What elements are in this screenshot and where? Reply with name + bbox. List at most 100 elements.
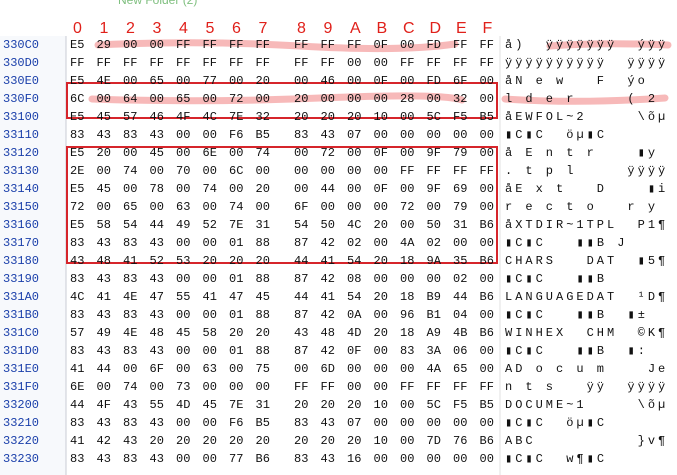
hex-byte: 00 — [479, 146, 494, 160]
hex-byte: 43 — [149, 236, 164, 250]
hex-byte: 0F — [373, 74, 388, 88]
hex-byte: B6 — [255, 452, 270, 466]
hex-byte: 9F — [426, 146, 441, 160]
hex-byte: E5 — [70, 74, 85, 88]
hex-byte: 00 — [202, 380, 217, 394]
hex-byte: 02 — [453, 272, 468, 286]
hex-byte: FF — [400, 380, 415, 394]
hex-byte: B1 — [426, 308, 441, 322]
hex-byte: 00 — [479, 236, 494, 250]
hex-byte: 31 — [255, 218, 270, 232]
hex-byte: FF — [426, 164, 441, 178]
hex-byte: 00 — [229, 74, 244, 88]
hex-byte: 00 — [373, 236, 388, 250]
hex-byte: 00 — [229, 362, 244, 376]
hex-byte: 53 — [176, 254, 191, 268]
hex-byte: B5 — [255, 128, 270, 142]
hex-byte: 20 — [255, 254, 270, 268]
column-header: F — [482, 20, 493, 37]
hex-byte: 00 — [176, 74, 191, 88]
hex-byte: 44 — [294, 290, 309, 304]
hex-byte: 4C — [347, 218, 362, 232]
hex-byte: 83 — [400, 344, 415, 358]
ascii-text: ▮C▮C ▮▮B J — [505, 236, 628, 250]
hex-byte: 00 — [229, 146, 244, 160]
hex-byte: B6 — [479, 434, 494, 448]
hex-byte: FF — [320, 380, 335, 394]
hex-byte: 18 — [400, 290, 415, 304]
hex-byte: 76 — [453, 434, 468, 448]
hex-byte: FF — [320, 38, 335, 52]
column-header: D — [429, 20, 442, 37]
hex-byte: 18 — [400, 326, 415, 340]
hex-byte: 49 — [96, 326, 111, 340]
hex-byte: FF — [70, 56, 85, 70]
hex-byte: 6E — [202, 146, 217, 160]
hex-byte: 44 — [96, 362, 111, 376]
address: 330C0 — [3, 38, 40, 52]
hex-byte: B6 — [479, 326, 494, 340]
hex-byte: FF — [229, 56, 244, 70]
hex-byte: 63 — [202, 362, 217, 376]
hex-byte: 9A — [426, 254, 441, 268]
hex-byte: 07 — [347, 128, 362, 142]
hex-byte: 00 — [426, 92, 441, 106]
ascii-text: n t s ÿÿ ÿÿÿÿ — [505, 380, 669, 394]
hex-byte: 42 — [320, 344, 335, 358]
hex-byte: 00 — [373, 128, 388, 142]
hex-byte: 69 — [453, 182, 468, 196]
hex-byte: 83 — [294, 128, 309, 142]
hex-byte: 00 — [96, 200, 111, 214]
hex-byte: 6F — [294, 200, 309, 214]
hex-byte: 00 — [426, 128, 441, 142]
hex-byte: 32 — [255, 110, 270, 124]
address: 33230 — [3, 452, 40, 466]
address: 33160 — [3, 218, 40, 232]
column-header: E — [456, 20, 467, 37]
hex-byte: 43 — [96, 272, 111, 286]
hex-byte: 00 — [149, 92, 164, 106]
hex-byte: A9 — [426, 326, 441, 340]
hex-byte: 65 — [149, 74, 164, 88]
hex-byte: FF — [202, 38, 217, 52]
hex-byte: 83 — [123, 344, 138, 358]
hex-byte: 45 — [96, 110, 111, 124]
hex-byte: 00 — [123, 362, 138, 376]
hex-byte: 45 — [255, 290, 270, 304]
hex-byte: 0F — [347, 344, 362, 358]
address: 331A0 — [3, 290, 40, 304]
ascii-text: l d e r ( 2 — [505, 92, 669, 106]
address: 330E0 — [3, 74, 40, 88]
ascii-text: ▮C▮C ▮▮B ▮± — [505, 308, 648, 322]
hex-byte: 87 — [294, 272, 309, 286]
hex-byte: 43 — [96, 308, 111, 322]
hex-byte: 4D — [347, 326, 362, 340]
address: 33140 — [3, 182, 40, 196]
hex-byte: 43 — [123, 398, 138, 412]
address: 33130 — [3, 164, 40, 178]
hex-byte: 43 — [96, 128, 111, 142]
hex-byte: 65 — [176, 92, 191, 106]
hex-byte: 79 — [453, 146, 468, 160]
hex-byte: 00 — [202, 452, 217, 466]
hex-byte: 4F — [96, 398, 111, 412]
hex-byte: 00 — [347, 92, 362, 106]
hex-byte: 2E — [70, 164, 85, 178]
hex-byte: 54 — [347, 254, 362, 268]
hex-byte: 20 — [255, 434, 270, 448]
hex-byte: 44 — [70, 398, 85, 412]
hex-byte: 00 — [255, 164, 270, 178]
hex-byte: FF — [453, 56, 468, 70]
hex-byte: 00 — [347, 56, 362, 70]
hex-byte: 20 — [373, 290, 388, 304]
hex-byte: 87 — [294, 344, 309, 358]
hex-byte: 20 — [347, 398, 362, 412]
hex-byte: B6 — [479, 290, 494, 304]
hex-byte: FF — [294, 38, 309, 52]
hex-byte: 02 — [347, 236, 362, 250]
hex-byte: 7E — [229, 218, 244, 232]
hex-byte: FF — [149, 56, 164, 70]
hex-byte: 00 — [479, 200, 494, 214]
hex-byte: 74 — [229, 200, 244, 214]
hex-byte: 74 — [123, 380, 138, 394]
